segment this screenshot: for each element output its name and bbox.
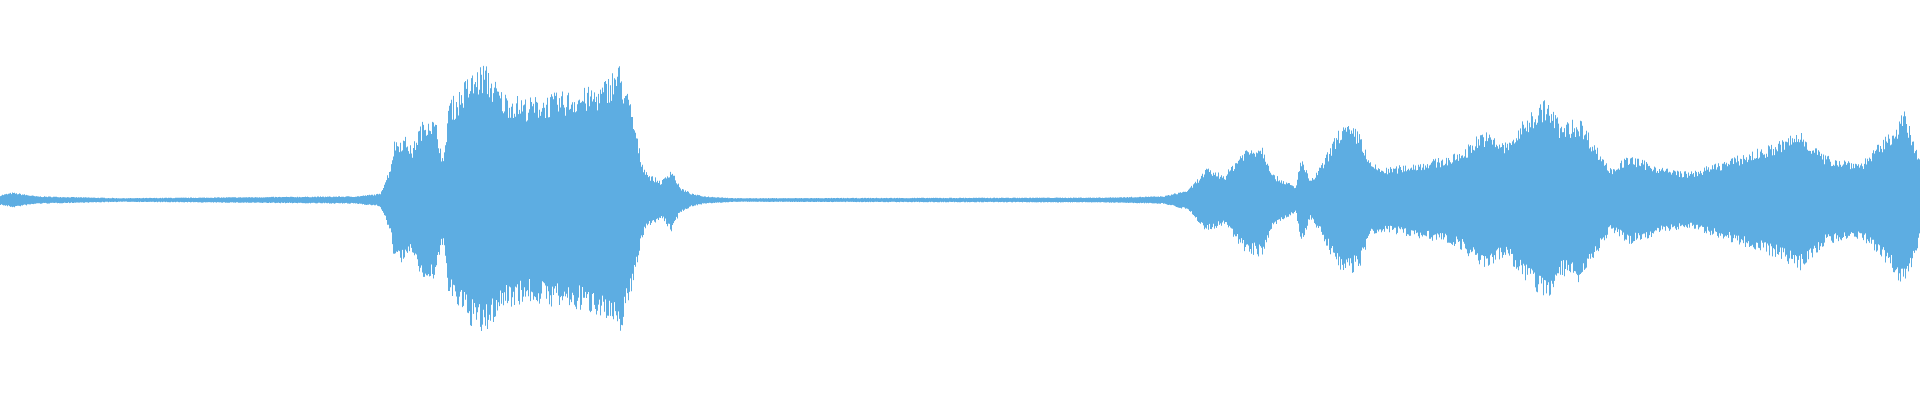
waveform [0, 65, 1920, 331]
